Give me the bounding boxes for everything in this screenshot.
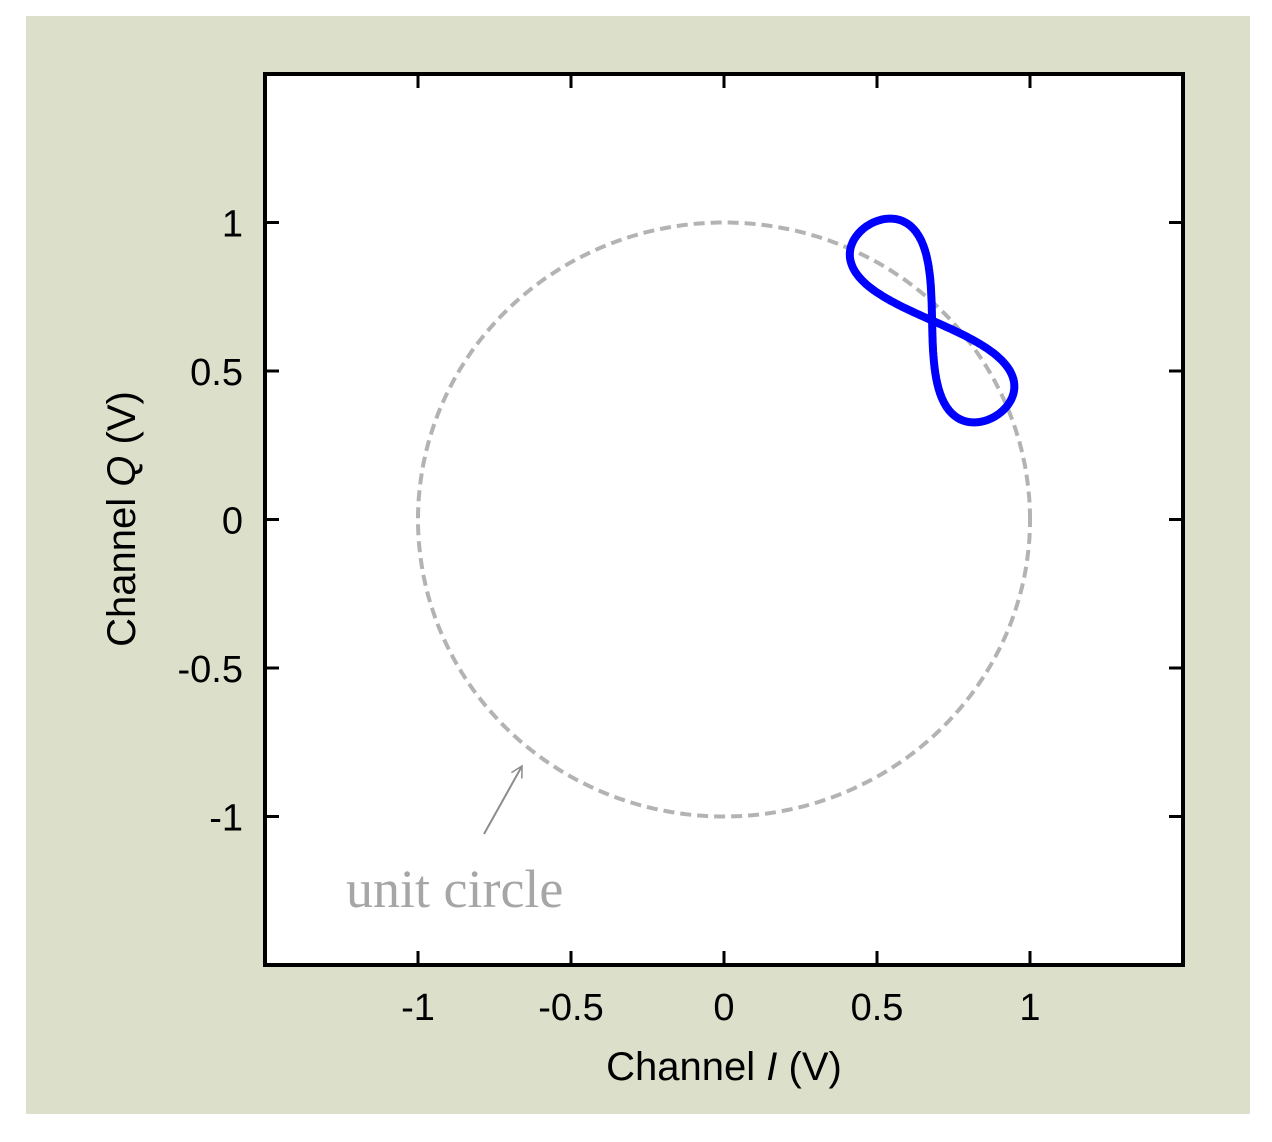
x-tick-label: 1	[1019, 987, 1040, 1029]
y-tick-label: 1	[222, 204, 243, 246]
x-axis-label: Channel I (V)	[606, 1045, 842, 1089]
y-axis-label-var: Q	[100, 456, 144, 487]
tick-marks	[265, 74, 1183, 965]
x-tick-label: 0.5	[851, 987, 904, 1029]
y-tick-label: -0.5	[178, 649, 243, 691]
plot-area	[265, 74, 1183, 965]
x-axis-label-prefix: Channel	[606, 1045, 766, 1089]
y-tick-label: -1	[209, 798, 243, 840]
unit-circle-series	[416, 220, 1032, 819]
x-tick-label: -0.5	[538, 987, 603, 1029]
y-axis-label-suffix: (V)	[100, 391, 144, 455]
axes-box	[263, 72, 1185, 967]
y-axis-label: Channel Q (V)	[100, 391, 144, 647]
y-tick-labels: -1 -0.5 0 0.5 1	[178, 204, 243, 840]
x-tick-label: 0	[713, 987, 734, 1029]
unit-circle-annotation-text: unit circle	[346, 859, 563, 919]
x-tick-labels: -1 -0.5 0 0.5 1	[401, 987, 1040, 1029]
x-axis-label-var: I	[766, 1045, 777, 1089]
x-axis-label-suffix: (V)	[777, 1045, 841, 1089]
series-layer	[416, 214, 1032, 819]
x-tick-label: -1	[401, 987, 435, 1029]
figure-eight-series	[845, 214, 1019, 427]
unit-circle-annotation-arrow	[483, 764, 523, 835]
y-tick-label: 0	[222, 501, 243, 543]
y-tick-label: 0.5	[190, 352, 243, 394]
y-axis-label-prefix: Channel	[100, 487, 144, 647]
